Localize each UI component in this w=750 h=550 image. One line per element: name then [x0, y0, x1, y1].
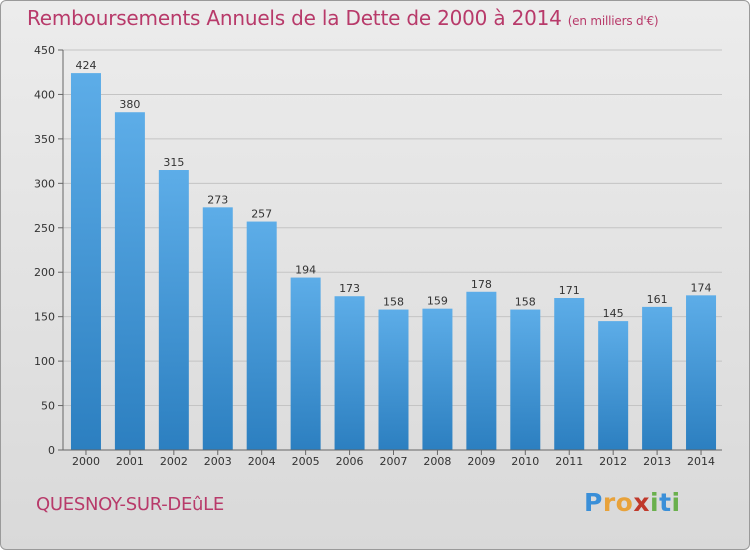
bar-2001 [114, 112, 145, 450]
x-tick-label-2014: 2014 [687, 455, 715, 468]
x-tick-label-2003: 2003 [204, 455, 232, 468]
bar-2012 [598, 321, 629, 450]
value-label-2000: 424 [75, 59, 96, 72]
x-tick-label-2001: 2001 [116, 455, 144, 468]
x-tick-label-2012: 2012 [599, 455, 627, 468]
value-label-2005: 194 [295, 264, 316, 277]
value-label-2014: 174 [691, 281, 712, 294]
y-tick-label-0: 0 [48, 444, 55, 457]
y-tick-label-50: 50 [41, 400, 55, 413]
value-label-2004: 257 [251, 208, 272, 221]
value-label-2002: 315 [163, 156, 184, 169]
bar-2004 [246, 221, 277, 450]
bar-2014 [686, 295, 717, 450]
y-tick-label-350: 350 [34, 133, 55, 146]
y-tick-label-200: 200 [34, 266, 55, 279]
bar-2006 [334, 296, 365, 450]
y-tick-label-100: 100 [34, 355, 55, 368]
bar-2009 [466, 291, 497, 450]
value-label-2010: 158 [515, 296, 536, 309]
commune-name: QUESNOY-SUR-DEûLE [36, 494, 224, 515]
axis-layer: 0 50 100 150 200 250 300 350 400 450 2000 2001 2002 2… [34, 44, 722, 468]
logo-letter: x [633, 488, 650, 517]
value-label-2003: 273 [207, 193, 228, 206]
x-tick-label-2005: 2005 [292, 455, 320, 468]
y-tick-label-400: 400 [34, 88, 55, 101]
chart-title: Remboursements Annuels de la Dette de 20… [27, 6, 659, 30]
x-tick-label-2002: 2002 [160, 455, 188, 468]
y-tick-label-300: 300 [34, 177, 55, 190]
logo-letter: i [650, 488, 660, 517]
x-tick-label-2013: 2013 [643, 455, 671, 468]
value-label-2011: 171 [559, 284, 580, 297]
x-tick-label-2011: 2011 [555, 455, 583, 468]
bar-2002 [158, 170, 189, 450]
x-tick-label-2000: 2000 [72, 455, 100, 468]
x-tick-label-2007: 2007 [380, 455, 408, 468]
x-tick-label-2004: 2004 [248, 455, 276, 468]
value-label-2012: 145 [603, 307, 624, 320]
proxiti-logo: Proxiti [584, 488, 681, 517]
bar-2011 [554, 298, 585, 450]
value-label-2009: 178 [471, 278, 492, 291]
bar-2005 [290, 277, 321, 450]
x-tick-label-2006: 2006 [336, 455, 364, 468]
x-tick-label-2010: 2010 [511, 455, 539, 468]
bar-2013 [642, 306, 673, 450]
bar-2008 [422, 308, 453, 450]
logo-letter: i [671, 488, 681, 517]
logo-letter: t [659, 488, 672, 517]
bar-layer [70, 73, 717, 450]
chart-unit-label: (en milliers d'€) [567, 14, 659, 28]
logo-letter: r [602, 488, 616, 517]
logo-letter: o [615, 488, 634, 517]
chart-title-text: Remboursements Annuels de la Dette de 20… [27, 6, 562, 30]
bar-2000 [70, 73, 101, 450]
x-tick-label-2009: 2009 [467, 455, 495, 468]
value-label-2008: 159 [427, 295, 448, 308]
value-label-2006: 173 [339, 282, 360, 295]
y-tick-label-150: 150 [34, 311, 55, 324]
value-label-2013: 161 [647, 293, 668, 306]
bar-2003 [202, 207, 233, 450]
value-label-2007: 158 [383, 296, 404, 309]
logo-letter: P [584, 488, 603, 517]
bar-2010 [510, 309, 541, 450]
bar-2007 [378, 309, 409, 450]
y-tick-label-250: 250 [34, 222, 55, 235]
y-tick-label-450: 450 [34, 44, 55, 57]
value-label-2001: 380 [119, 98, 140, 111]
label-layer: 424 380 315 273 257 194 173 158 159 178 158 171 145 1… [75, 59, 711, 320]
x-tick-label-2008: 2008 [423, 455, 451, 468]
